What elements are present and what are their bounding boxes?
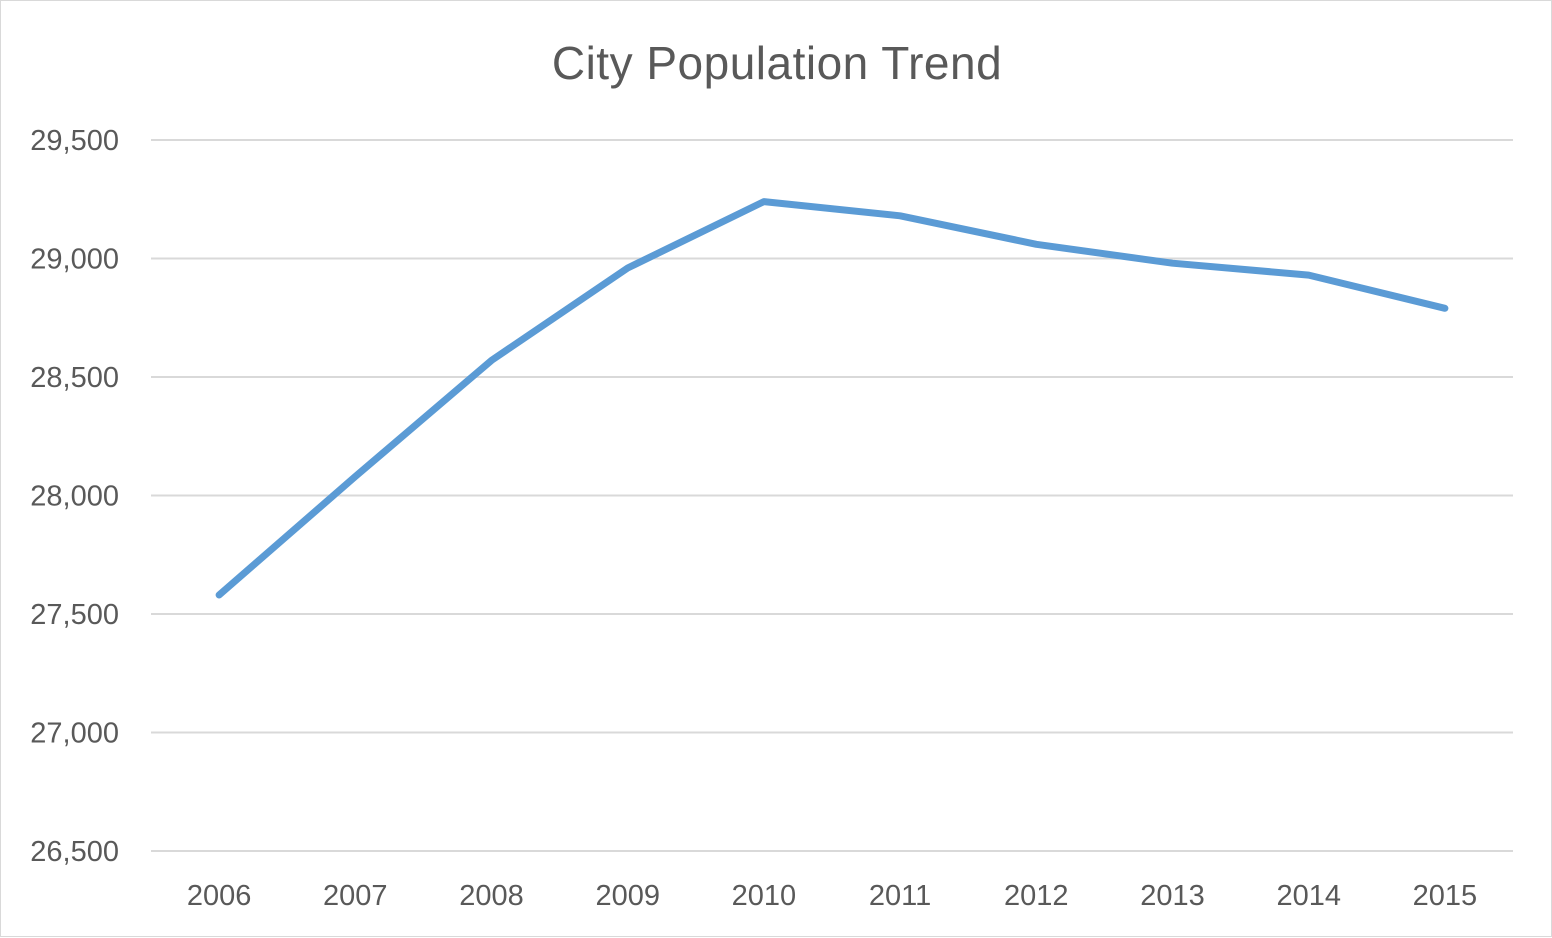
y-tick-label: 28,000 [30,481,119,513]
y-tick-label: 28,500 [30,362,119,394]
x-tick-label: 2013 [1140,880,1205,912]
x-axis-tick-labels: 2006 2007 2008 2009 2010 2011 2012 2013 2014 2015 [187,880,1477,912]
x-tick-label: 2007 [323,880,388,912]
x-tick-label: 2006 [187,880,252,912]
series-line [215,198,1449,599]
x-tick-label: 2008 [459,880,524,912]
chart-title: City Population Trend [551,37,1003,89]
y-tick-label: 27,000 [30,718,119,750]
x-tick-label: 2011 [869,880,931,912]
y-tick-label: 26,500 [30,836,119,868]
y-axis-tick-labels: 26,500 27,000 27,500 28,000 28,500 29,000 29,5… [30,125,119,868]
series-layer [215,198,1449,599]
y-tick-label: 29,000 [30,244,119,276]
x-tick-label: 2012 [1004,880,1069,912]
gridlines [151,139,1513,852]
x-tick-label: 2010 [732,880,797,912]
x-tick-label: 2015 [1413,880,1478,912]
x-tick-label: 2009 [595,880,660,912]
y-tick-label: 27,500 [30,599,119,631]
x-tick-label: 2014 [1276,880,1341,912]
y-tick-label: 29,500 [30,125,119,157]
